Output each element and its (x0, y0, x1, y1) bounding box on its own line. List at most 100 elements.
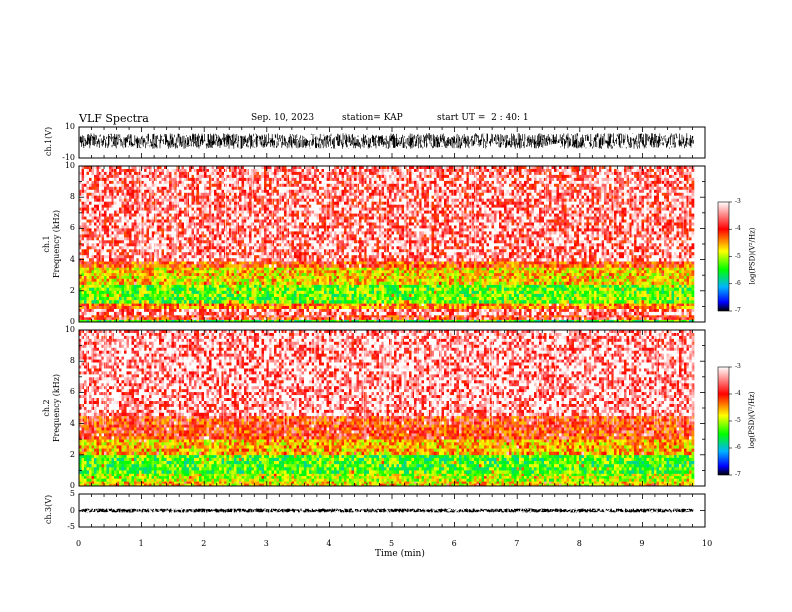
ch1-spectrogram-cell-b4 (646, 290, 650, 295)
ch1-spectrogram-cell-b3 (534, 306, 537, 309)
ch1-spectrogram-cell-b4 (686, 293, 690, 298)
ch1-spectrogram-cell-b5 (186, 278, 190, 282)
ch1-spectrogram-cell-b5 (539, 281, 542, 285)
ch1-spectrogram-cell-b3 (426, 306, 430, 309)
ch1-spectrogram-cell-b1 (456, 317, 460, 320)
ch1-spectrogram-cell-b1 (571, 315, 575, 318)
ch1-spectrogram-cell-b0 (471, 319, 475, 323)
ch1-spectrogram-cell-b4 (469, 293, 472, 298)
ch1-spectrogram-cell-b5 (514, 270, 517, 274)
ch1-spectrogram-cell-b5 (406, 276, 410, 280)
ch1-spectrogram-cell-b5 (214, 281, 217, 285)
ch1-spectrogram-cell-b1 (499, 315, 502, 318)
ch1-spectrogram-cell-b4 (451, 300, 455, 304)
ch1-spectrogram-cell-b5 (326, 267, 330, 271)
ch1-spectrogram-cell-b4 (304, 290, 307, 295)
ch1-spectrogram-cell-b3 (249, 306, 252, 309)
ch1-spectrogram-cell-b4 (671, 300, 675, 304)
ch1-spectrogram-cell-b2 (416, 308, 420, 313)
ch1-spectrogram-cell-b4 (251, 284, 255, 288)
ch1-spectrogram-cell-b1 (666, 317, 670, 320)
ch1-spectrogram-cell-b4 (666, 284, 670, 288)
ch1-spectrogram-cell-b3 (79, 306, 82, 309)
ch1-spectrogram-cell-b5 (656, 273, 660, 277)
ch1-spectrogram-cell-b5 (639, 278, 642, 282)
ch1-spectrogram-cell-b5 (264, 276, 267, 280)
ch1-spectrogram-cell-b5 (491, 281, 495, 285)
ch1-spectrogram-cell-b1 (286, 315, 290, 318)
ch1-spectrogram-cell-b5 (239, 276, 242, 280)
ch1-spectrogram-cell-b5 (104, 278, 107, 282)
ch1-spectrogram-cell-b1 (291, 317, 295, 320)
ch1-spectrogram-cell-b5 (646, 270, 650, 274)
ch1-spectrogram-cell-b4 (514, 297, 517, 301)
ch1-spectrogram-cell-b4 (294, 284, 297, 288)
ch1-spectrogram-cell-b6 (141, 264, 145, 268)
ch1-spectrogram-cell-b6 (666, 261, 670, 265)
ch1-spectrogram-cell-b4 (186, 290, 190, 295)
ch1-spectrogram-cell-b3 (269, 306, 272, 309)
ch1-spectrogram-cell-b4 (361, 297, 365, 301)
ch1-spectrogram-cell-b4 (139, 287, 142, 292)
ch1-spectrogram-cell-b2 (254, 308, 257, 313)
ch1-spectrogram-cell-b4 (94, 290, 97, 295)
ch1-spectrogram-cell-b4 (681, 293, 685, 298)
ch1-spectrogram-cell-b2 (471, 308, 475, 313)
ch1-spectrogram-cell-b5 (299, 273, 302, 277)
ch1-spectrogram-cell-b2 (269, 311, 272, 316)
ch1-spectrogram-cell-b5 (164, 270, 167, 274)
ch1-spectrogram-cell-b2 (206, 311, 210, 316)
ch1-spectrogram-cell-b4 (224, 300, 227, 304)
ch1-spectrogram-cell-b4 (156, 293, 160, 298)
ch1-spectrogram-cell-b4 (496, 300, 500, 304)
ch1-spectrogram-cell-b5 (111, 270, 115, 274)
ch1-spectrogram-cell-b2 (194, 311, 197, 316)
ch1-spectrogram-cell-b0 (409, 319, 412, 323)
ch1-spectrogram-cell-b2 (89, 311, 92, 316)
ch1-spectrogram-cell-b2 (534, 308, 537, 313)
ch1-spectrogram-cell-b3 (449, 303, 452, 307)
ch1-spectrogram-cell-b1 (576, 317, 580, 320)
ch1-spectrogram-cell-b4 (146, 300, 150, 304)
ch1-spectrogram-cell-b3 (641, 303, 645, 307)
ch1-spectrogram-cell-b6 (316, 261, 320, 265)
ch1-spectrogram-cell-b1 (159, 315, 162, 318)
ch1-spectrogram-cell-b5 (189, 278, 192, 282)
ch1-spectrogram-cell-b4 (581, 300, 585, 304)
ch1-spectrogram-cell-b5 (81, 278, 85, 282)
ch1-spectrogram-cell-b5 (269, 276, 272, 280)
ch1-spectrogram-cell-b0 (539, 319, 542, 323)
ch1-spectrogram-cell-b5 (589, 278, 592, 282)
ch1-spectrogram-cell-b2 (366, 311, 370, 316)
ch1-spectrogram-cell-b4 (634, 297, 637, 301)
ch1-spectrogram-cell-b5 (426, 270, 430, 274)
ch1-spectrogram-cell-b4 (134, 284, 137, 288)
ch1-spectrogram-cell-b0 (241, 319, 245, 323)
ch1-spectrogram-cell-b5 (259, 281, 262, 285)
ch1-spectrogram-cell-b6 (344, 261, 347, 265)
ch1-spectrogram-cell-b1 (654, 315, 657, 318)
ch1-spectrogram-cell-b5 (579, 281, 582, 285)
ch1-spectrogram-cell-b2 (124, 308, 127, 313)
ch1-spectrogram-cell-b2 (91, 311, 95, 316)
ch1-spectrogram-cell-b5 (606, 281, 610, 285)
ch1-spectrogram-cell-b6 (476, 261, 480, 265)
ch1-spectrogram-cell-b4 (656, 300, 660, 304)
ch1-spectrogram-cell-b2 (626, 311, 630, 316)
ch1-spectrogram-cell-b2 (434, 308, 437, 313)
ch1-spectrogram-cell-b1 (394, 317, 397, 320)
ch1-spectrogram-cell-b4 (431, 290, 435, 295)
ch1-spectrogram-cell-b5 (449, 281, 452, 285)
ch1-spectrogram-cell-b5 (654, 278, 657, 282)
ch1-spectrogram-cell-b4 (656, 293, 660, 298)
ch1-spectrogram-cell-b5 (399, 273, 402, 277)
ch1-spectrogram-cell-b1 (116, 317, 120, 320)
ch1-spectrogram-cell-b2 (491, 308, 495, 313)
ch1-spectrogram-cell-b2 (441, 311, 445, 316)
ch1-spectrogram-cell-b4 (176, 290, 180, 295)
ch1-spectrogram-cell-b2 (316, 311, 320, 316)
ch1-spectrogram-cell-b5 (226, 270, 230, 274)
ch1-spectrogram-cell-b3 (166, 303, 170, 307)
ch1-spectrogram-cell-b1 (331, 317, 335, 320)
ch1-spectrogram-cell-b4 (219, 300, 222, 304)
